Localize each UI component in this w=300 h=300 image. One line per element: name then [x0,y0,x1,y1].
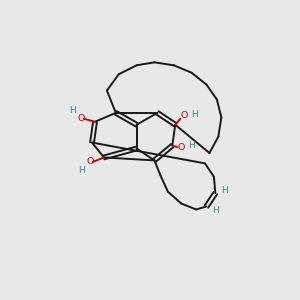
Text: H: H [191,110,198,119]
Text: H: H [69,106,76,115]
Text: O: O [181,111,188,120]
Text: O: O [77,114,85,123]
Text: H: H [78,166,84,175]
Text: O: O [178,142,185,152]
Text: O: O [86,158,94,166]
Text: H: H [213,206,219,214]
Text: H: H [221,186,228,195]
Text: H: H [188,141,195,150]
